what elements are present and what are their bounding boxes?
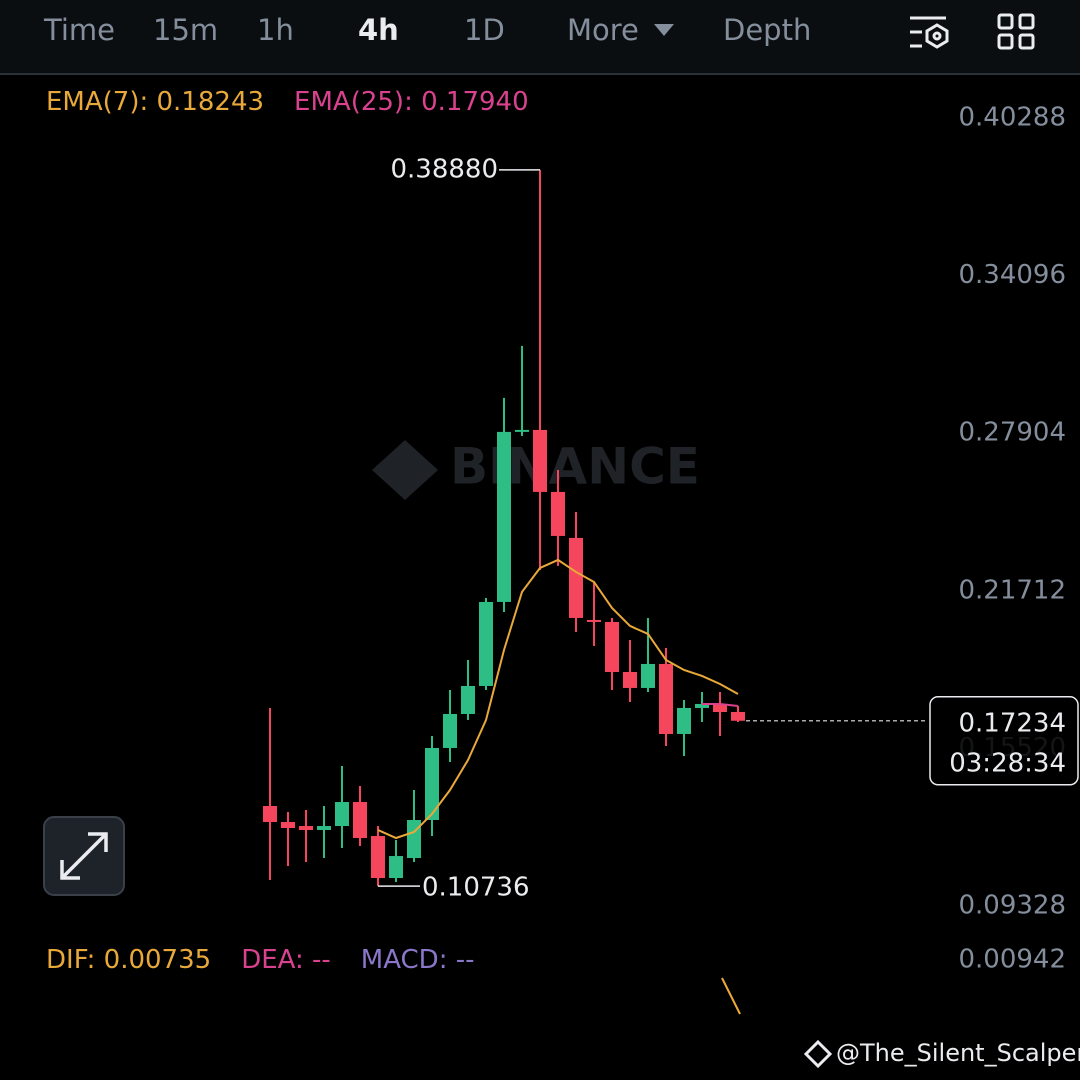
candle-body — [263, 806, 277, 823]
indicator-legend: EMA(7): 0.18243 — [46, 87, 264, 117]
text-part: -- — [312, 945, 331, 975]
icon-cell — [1018, 33, 1035, 50]
macd-legend: MACD: -- — [361, 945, 475, 975]
candle-body — [497, 431, 511, 602]
y-tick-label: 0.27904 — [958, 418, 1066, 448]
ema25-line — [702, 702, 739, 707]
macd-dif-line — [721, 977, 741, 1015]
dropdown-arrow — [654, 24, 674, 36]
candle-body — [695, 703, 709, 708]
watermark-logo — [372, 440, 438, 500]
candle-body — [353, 802, 367, 839]
candle-body — [677, 707, 691, 734]
macd-legend: DIF: 0.00735 — [46, 945, 211, 975]
candle-body — [389, 856, 403, 879]
candle-body — [641, 663, 655, 688]
candle-body — [515, 429, 529, 432]
indicator-legend: EMA(25): 0.17940 — [294, 87, 529, 117]
text-part: 0.18243 — [157, 87, 265, 117]
macd-axis-label: 0.00942 — [958, 945, 1066, 975]
text-part: 0.17940 — [421, 87, 529, 117]
y-tick-label: 0.40288 — [958, 103, 1066, 133]
text-part: DEA: — [241, 945, 304, 975]
candle-body — [479, 601, 493, 686]
candle-body — [371, 836, 385, 879]
footer-logo — [803, 1039, 833, 1069]
min-label: 0.10736 — [422, 873, 530, 903]
text-part: DIF: — [46, 945, 95, 975]
candle-body — [443, 713, 457, 748]
tab[interactable]: 1h — [257, 13, 294, 47]
y-tick-label: 0.21712 — [958, 575, 1066, 605]
top-bar — [0, 0, 1080, 74]
icon-cell — [997, 13, 1014, 30]
tab[interactable]: 4h — [358, 13, 399, 47]
tab[interactable]: More — [567, 13, 639, 47]
layout-icon[interactable] — [997, 13, 1035, 50]
tab[interactable]: 1D — [464, 13, 505, 47]
y-tick-label: 0.09328 — [958, 891, 1066, 921]
expand-icon — [60, 832, 108, 880]
countdown: 03:28:34 — [949, 748, 1066, 778]
candle-body — [569, 537, 583, 618]
tab[interactable]: 15m — [153, 13, 218, 47]
candle-body — [659, 663, 673, 734]
candle-body — [299, 826, 313, 831]
watermark-text: BINANCE — [450, 438, 700, 496]
candle-body — [623, 671, 637, 688]
candle-body — [461, 685, 475, 714]
icon-dot — [932, 31, 942, 41]
text-part: 0.00735 — [104, 945, 212, 975]
text-part: -- — [456, 945, 475, 975]
candle-body — [713, 703, 727, 712]
candle-body — [335, 802, 349, 827]
icon-cell — [997, 33, 1014, 50]
settings-icon[interactable] — [910, 16, 949, 49]
candle-body — [551, 491, 565, 536]
macd-legend: DEA: -- — [241, 945, 331, 975]
expand-button[interactable] — [43, 816, 125, 896]
price-box — [929, 696, 1079, 786]
candle-body — [425, 747, 439, 821]
candle-body — [605, 621, 619, 672]
text-part: MACD: — [361, 945, 448, 975]
y-tick-label: 0.34096 — [958, 260, 1066, 290]
candle-body — [587, 619, 601, 622]
text-part: EMA(7): — [46, 87, 148, 117]
tab[interactable]: Time — [43, 13, 115, 47]
candle-body — [731, 711, 745, 721]
icon-cell — [1018, 13, 1035, 30]
last-price: 0.17234 — [958, 708, 1066, 738]
candle-body — [317, 826, 331, 831]
candle-body — [533, 429, 547, 492]
tab[interactable]: Depth — [723, 13, 811, 47]
ema7-line — [377, 558, 739, 840]
footer: @The_Silent_Scalper — [803, 1039, 1080, 1069]
watermark: BINANCE — [372, 438, 700, 500]
text-part: EMA(25): — [294, 87, 413, 117]
max-label: 0.38880 — [390, 154, 498, 184]
icon-hex — [925, 23, 949, 49]
candle-body — [281, 822, 295, 829]
footer-text: @The_Silent_Scalper — [836, 1039, 1080, 1067]
